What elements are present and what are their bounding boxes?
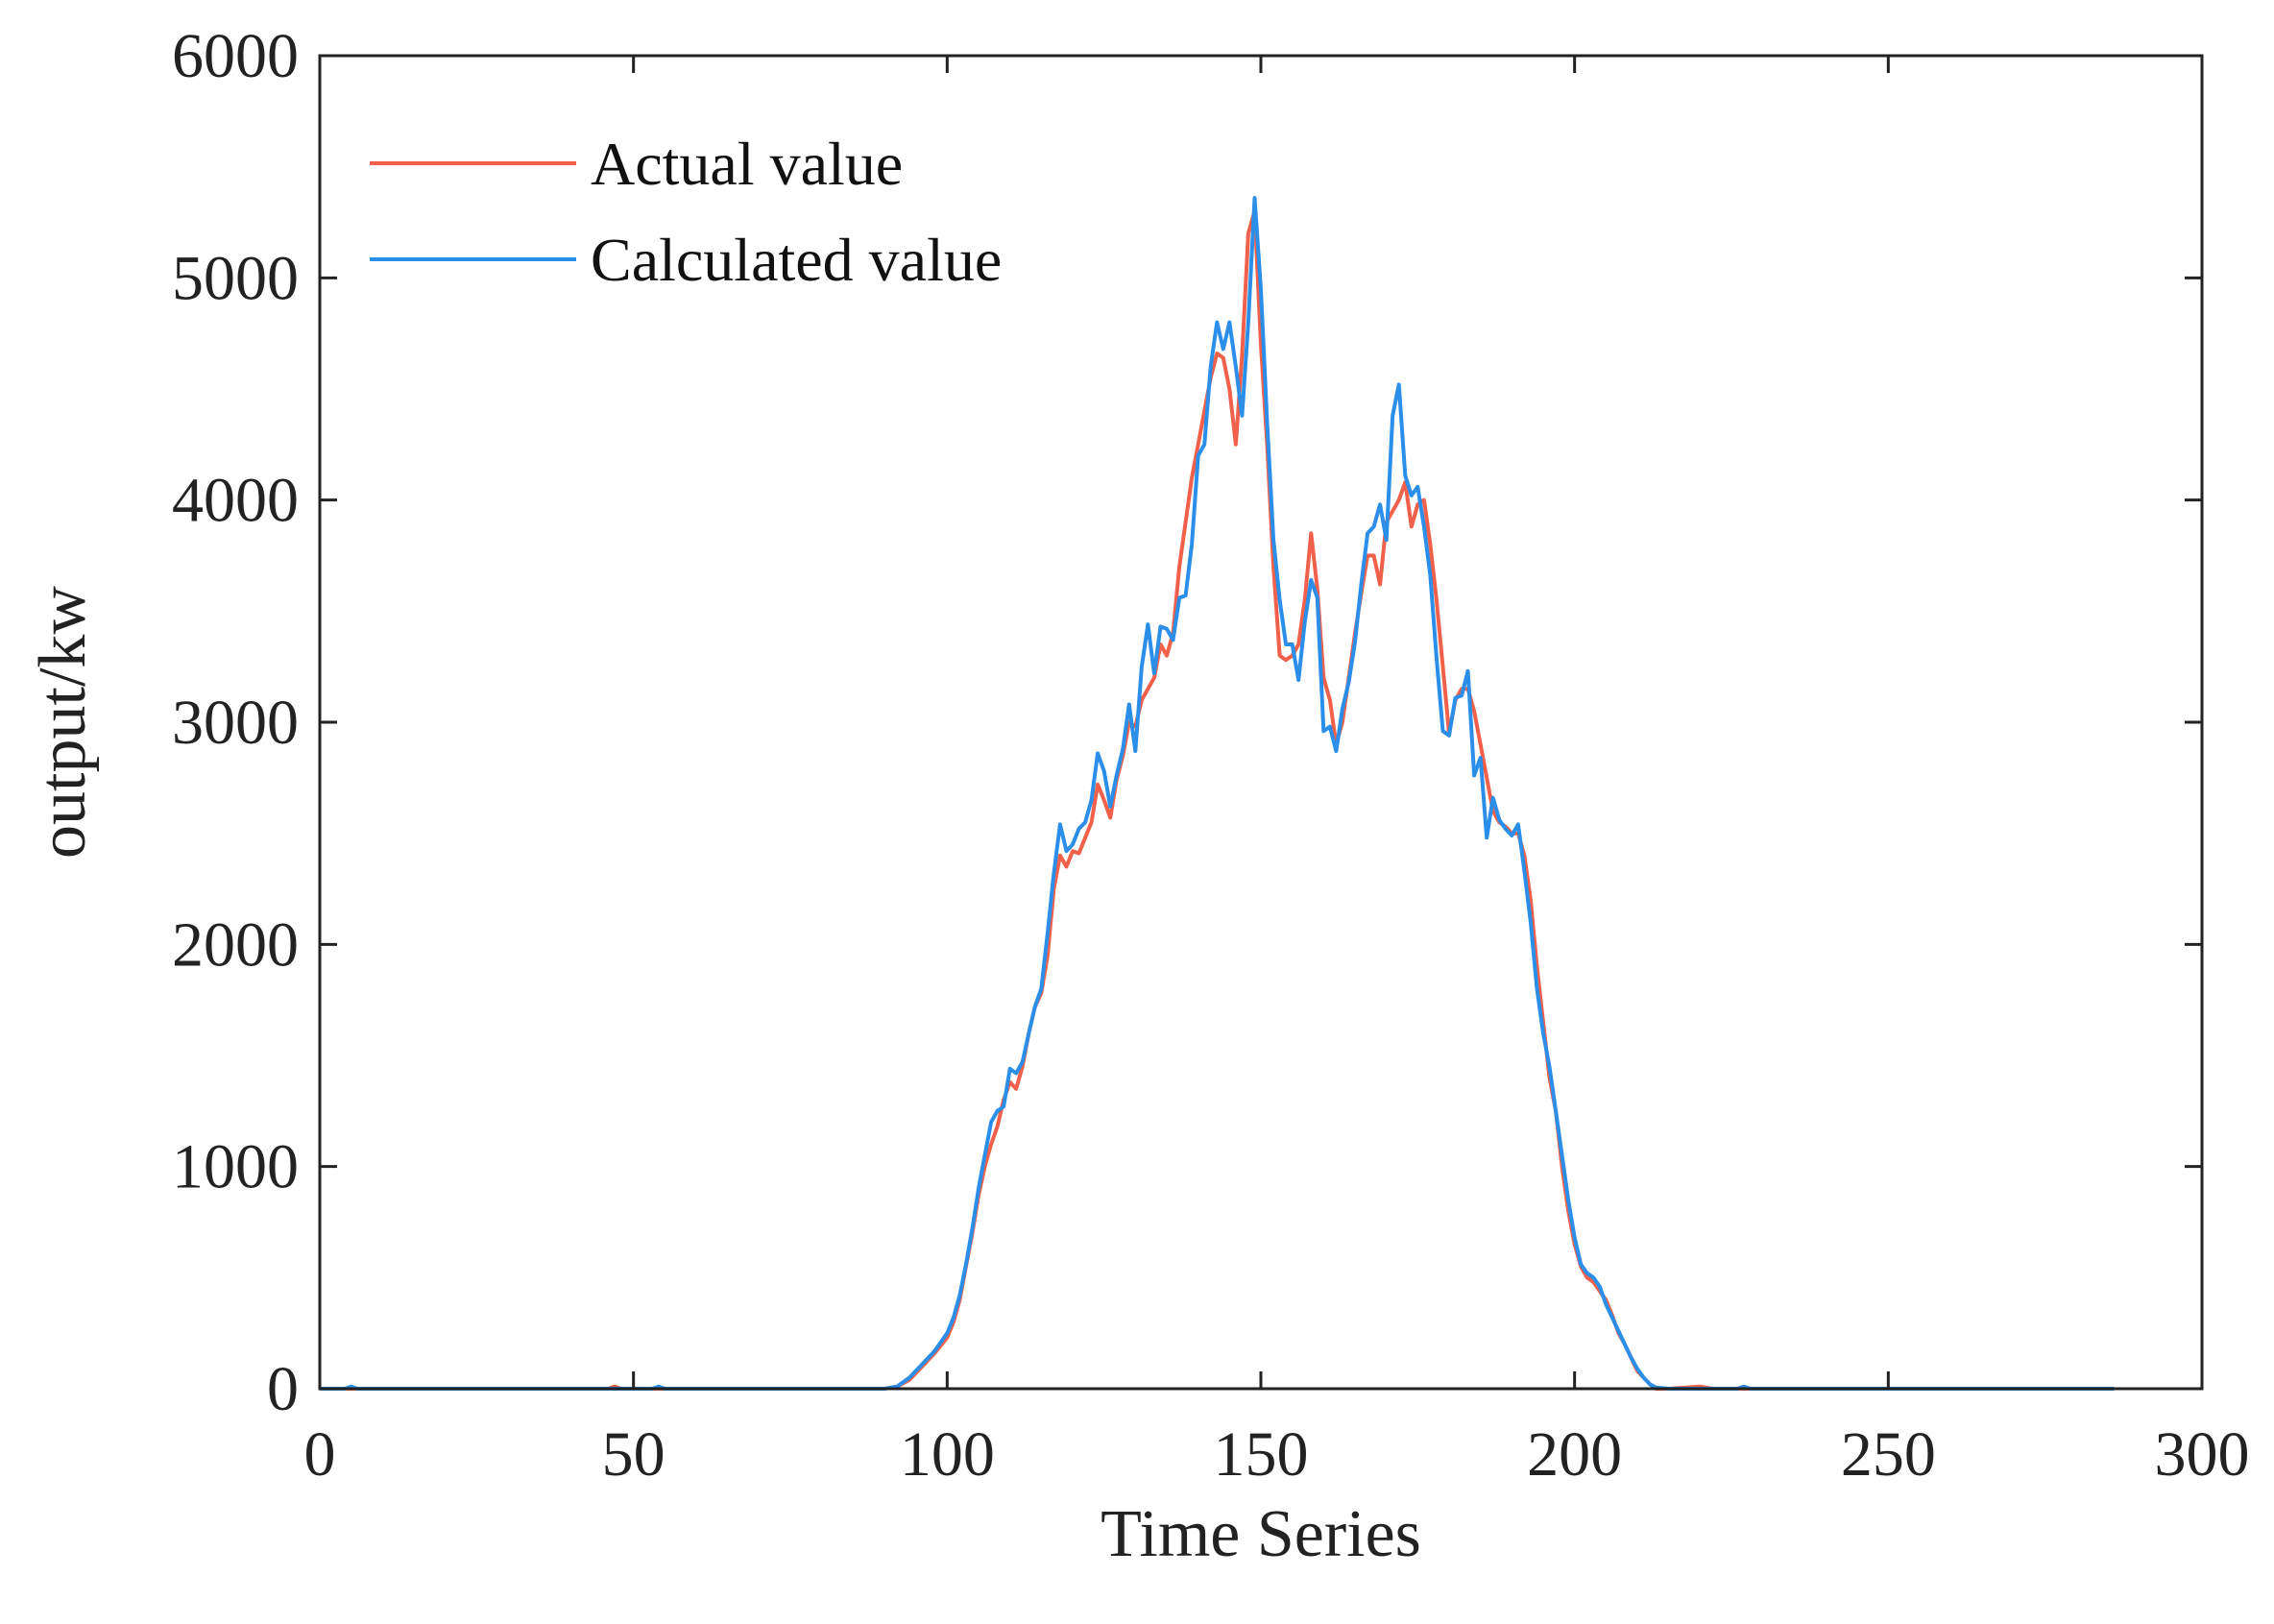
x-tick-label: 300 <box>2155 1419 2250 1490</box>
y-tick-label: 4000 <box>172 466 299 536</box>
x-tick-label: 150 <box>1214 1419 1309 1490</box>
y-tick-label: 6000 <box>172 21 299 91</box>
x-tick-label: 200 <box>1527 1419 1622 1490</box>
y-axis-title: output/kw <box>26 586 100 859</box>
legend-label-calculated: Calculated value <box>591 226 1002 294</box>
y-tick-label: 5000 <box>172 243 299 313</box>
legend-label-actual: Actual value <box>591 130 903 198</box>
y-tick-label: 1000 <box>172 1132 299 1202</box>
series-layer <box>320 196 2115 1391</box>
x-tick-label: 0 <box>304 1419 336 1490</box>
x-tick-label: 50 <box>602 1419 665 1490</box>
legend: Actual value Calculated value <box>370 130 1002 294</box>
series-line-calculated <box>320 196 2115 1391</box>
x-axis-title: Time Series <box>1101 1497 1421 1571</box>
x-axis-ticks: 0 50 100 150 200 250 300 <box>304 56 2250 1490</box>
y-tick-label: 2000 <box>172 909 299 980</box>
x-tick-label: 250 <box>1841 1419 1936 1490</box>
x-tick-label: 100 <box>900 1419 995 1490</box>
y-tick-label: 0 <box>267 1354 299 1424</box>
y-tick-label: 3000 <box>172 688 299 758</box>
y-axis-ticks: 0 1000 2000 3000 4000 5000 6000 <box>172 21 2202 1424</box>
